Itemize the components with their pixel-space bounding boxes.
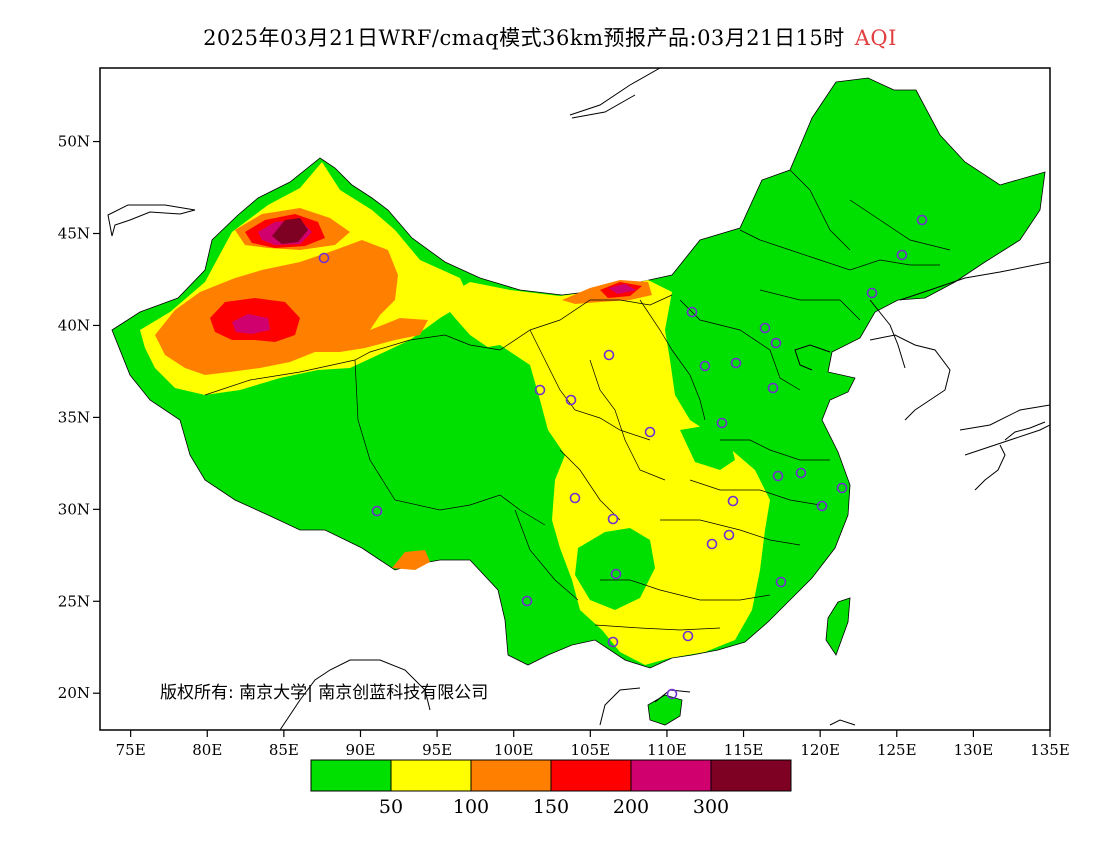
legend-label: 300 [693, 796, 729, 818]
title-variable: AQI [854, 26, 897, 50]
map-area [107, 68, 1050, 730]
aqi-region-very-unhealthy-mongolia [608, 284, 636, 294]
city-marker [534, 384, 546, 396]
hainan-island [647, 694, 683, 726]
province-boundaries [204, 169, 951, 631]
city-marker [610, 568, 622, 580]
city-marker [772, 470, 784, 482]
city-marker [607, 636, 619, 648]
city-marker [916, 214, 928, 226]
x-tick-label: 115E [724, 741, 764, 759]
legend-label: 100 [453, 796, 489, 818]
city-marker [318, 252, 330, 264]
city-marker [727, 495, 739, 507]
aqi-region-sensitive-tibet [392, 550, 430, 570]
map-title: 2025年03月21日WRF/cmaq模式36km预报产品:03月21日15时 A… [0, 22, 1100, 52]
x-tick-label: 95E [422, 741, 452, 759]
city-marker [723, 529, 735, 541]
city-marker [644, 426, 656, 438]
x-tick-label: 135E [1030, 741, 1070, 759]
title-main: 2025年03月21日WRF/cmaq模式36km预报产品:03月21日15时 [203, 26, 845, 50]
y-tick-label: 35N [58, 408, 90, 426]
coastlines [107, 68, 1050, 730]
x-axis: 75E 80E 85E 90E 95E 100E 105E 110E 115E 120E 125E 1… [116, 730, 1070, 759]
legend-swatch [550, 759, 632, 792]
map-frame [99, 67, 1051, 731]
city-marker [759, 322, 771, 334]
copyright-text: 版权所有: 南京大学| 南京创蓝科技有限公司 [160, 683, 488, 703]
city-marker [682, 630, 694, 642]
city-marker [686, 306, 698, 318]
city-markers [318, 214, 928, 700]
legend-swatch [310, 759, 392, 792]
city-marker [666, 688, 678, 700]
city-marker [816, 500, 828, 512]
legend-label: 150 [533, 796, 569, 818]
city-marker [371, 505, 383, 517]
city-marker [730, 357, 742, 369]
x-tick-label: 90E [345, 741, 375, 759]
aqi-region-very-unhealthy-tarim [232, 314, 270, 334]
city-marker [775, 576, 787, 588]
city-marker [866, 287, 878, 299]
x-tick-label: 125E [877, 741, 917, 759]
x-tick-label: 120E [800, 741, 840, 759]
x-tick-label: 105E [571, 741, 611, 759]
city-marker [795, 467, 807, 479]
y-tick-label: 20N [58, 684, 90, 702]
aqi-region-hazardous-junggar [272, 218, 308, 244]
y-tick-label: 40N [58, 316, 90, 334]
x-tick-label: 80E [192, 741, 222, 759]
city-marker [716, 417, 728, 429]
aqi-legend: 50 100 150 200 300 [310, 759, 792, 818]
x-tick-label: 75E [116, 741, 146, 759]
y-tick-label: 45N [58, 225, 90, 243]
y-tick-label: 50N [58, 133, 90, 151]
y-tick-label: 25N [58, 592, 90, 610]
aqi-region-sensitive-tarim [155, 240, 428, 375]
taiwan-island [825, 597, 851, 656]
city-marker [699, 360, 711, 372]
city-marker [767, 382, 779, 394]
y-axis: 20N 25N 30N 35N 40N 45N 50N [58, 133, 100, 702]
x-tick-label: 130E [954, 741, 994, 759]
aqi-region-good-sichuan [470, 345, 555, 505]
legend-swatch [630, 759, 712, 792]
x-tick-label: 110E [647, 741, 687, 759]
city-marker [569, 492, 581, 504]
y-tick-label: 30N [58, 500, 90, 518]
city-marker [836, 482, 848, 494]
city-marker [521, 595, 533, 607]
legend-swatch [390, 759, 472, 792]
x-tick-label: 85E [269, 741, 299, 759]
city-marker [603, 349, 615, 361]
legend-label: 50 [379, 796, 403, 818]
city-marker [896, 249, 908, 261]
x-tick-label: 100E [494, 741, 534, 759]
legend-label: 200 [613, 796, 649, 818]
city-marker [607, 513, 619, 525]
legend-swatch [710, 759, 792, 792]
city-marker [706, 538, 718, 550]
aqi-region-good-hubei [680, 425, 735, 470]
legend-swatch [470, 759, 552, 792]
city-marker [770, 337, 782, 349]
city-marker [565, 394, 577, 406]
